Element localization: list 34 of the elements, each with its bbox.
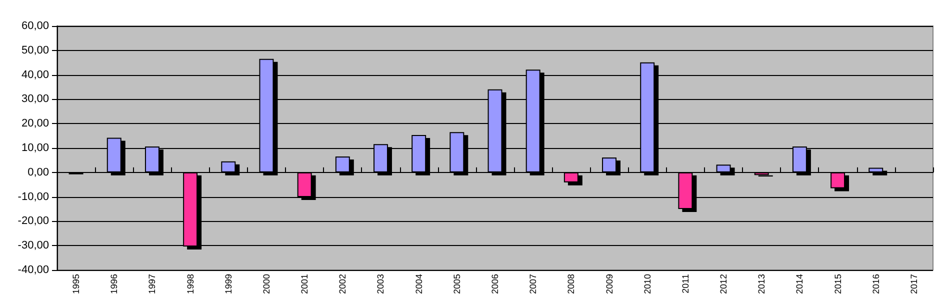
x-tick-label: 2016 xyxy=(870,274,881,294)
x-tick-label: 1996 xyxy=(109,274,120,294)
x-tick-label: 1997 xyxy=(147,274,158,294)
x-tick-label: 2013 xyxy=(756,274,767,294)
x-tick-label: 2001 xyxy=(300,274,310,294)
x-tick-label: 2010 xyxy=(642,274,652,294)
x-tick-label: 2003 xyxy=(376,274,386,294)
y-tick-label: 60,00 xyxy=(21,20,49,32)
y-tick-label: 40,00 xyxy=(21,68,49,81)
y-tick-label: 30,00 xyxy=(21,93,49,106)
x-tick-label: 2008 xyxy=(566,274,576,294)
x-tick-label: 2011 xyxy=(680,274,690,294)
x-tick-label: 2004 xyxy=(414,274,424,294)
y-tick-label: 0,00 xyxy=(28,166,49,178)
y-tick-label: -10,00 xyxy=(18,190,49,203)
y-tick-label: -30,00 xyxy=(18,240,49,252)
x-tick-label: 2007 xyxy=(528,274,538,294)
y-tick-label: 50,00 xyxy=(21,44,49,56)
x-tick-label: 2015 xyxy=(832,274,843,294)
y-tick-label: 20,00 xyxy=(21,118,49,130)
x-tick-label: 1998 xyxy=(185,274,196,294)
y-tick-label: 10,00 xyxy=(21,142,49,154)
x-tick-label: 1999 xyxy=(223,274,234,294)
x-tick-label: 2014 xyxy=(794,274,805,294)
x-tick-label: 2000 xyxy=(261,274,272,294)
x-tick-label: 2006 xyxy=(490,274,500,294)
x-tick-label: 2009 xyxy=(604,274,614,294)
x-tick-label: 1995 xyxy=(71,274,82,294)
y-tick-label: -40,00 xyxy=(18,264,49,276)
x-tick-label: 2005 xyxy=(452,274,462,294)
y-tick-label: -20,00 xyxy=(18,215,49,228)
x-tick-label: 2002 xyxy=(338,274,348,294)
x-tick-label: 2017 xyxy=(908,274,919,294)
x-tick-label: 2012 xyxy=(718,274,729,294)
